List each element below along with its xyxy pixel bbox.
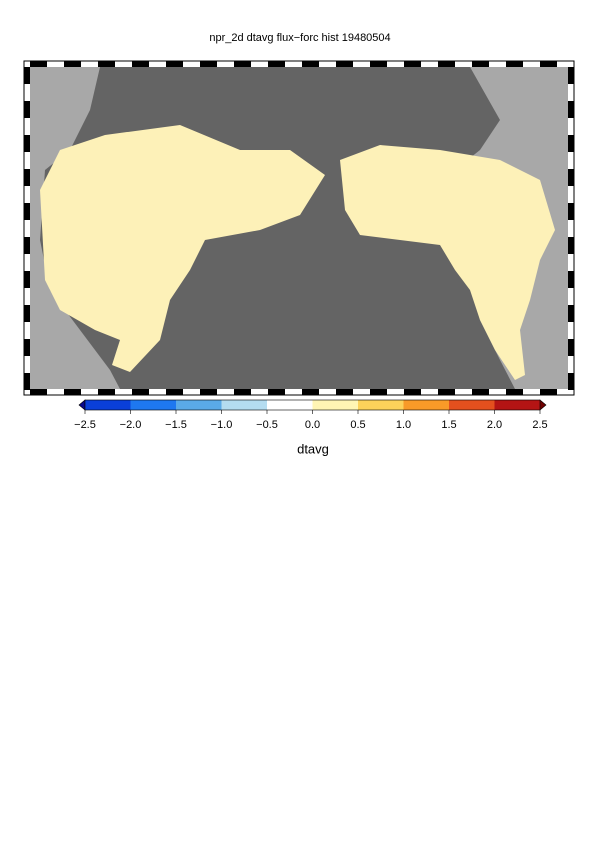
border-check [24,339,30,356]
colorbar-tick-label: 1.5 [441,419,456,431]
border-check [472,61,489,67]
colorbar-swatch [85,400,131,410]
border-check [268,61,285,67]
border-check [568,203,574,220]
border-check [540,389,557,395]
border-check [568,67,574,84]
border-check [200,389,217,395]
border-check [24,373,30,390]
colorbar-tick-label: −1.0 [211,419,233,431]
border-check [24,169,30,186]
border-check [568,135,574,152]
border-check [98,61,115,67]
border-check [568,339,574,356]
border-check [472,389,489,395]
colorbar-tick-label: 0.5 [350,419,365,431]
colorbar-arrow [539,399,547,411]
border-check [568,305,574,322]
colorbar-swatch [358,400,404,410]
colorbar-tick-label: 2.0 [487,419,502,431]
border-check [506,61,523,67]
colorbar-tick-label: −1.5 [165,419,187,431]
border-check [200,61,217,67]
border-check [370,389,387,395]
land-asia [30,67,120,389]
border-check [234,61,251,67]
border-check [404,61,421,67]
colorbar-swatch [130,400,177,410]
border-check [64,389,81,395]
border-check [166,61,183,67]
border-check [24,203,30,220]
border-check [24,67,30,84]
border-check [98,389,115,395]
colorbar-arrow [78,399,86,411]
map-title: npr_2d dtavg flux−forc hist 19480504 [209,32,390,44]
border-check [24,101,30,118]
border-check [370,61,387,67]
colorbar-tick-label: −2.5 [74,419,96,431]
colorbar-swatch [403,400,450,410]
colorbar-swatch [176,400,222,410]
colorbar-tick-label: 0.0 [305,419,320,431]
border-check [568,237,574,254]
border-check [568,101,574,118]
border-check [24,271,30,288]
colorbar-swatch [449,400,495,410]
border-check [438,61,455,67]
colorbar-swatch [221,400,268,410]
border-check [336,389,353,395]
border-check [30,61,47,67]
border-check [568,271,574,288]
border-check [568,169,574,186]
border-check [24,237,30,254]
border-check [132,389,149,395]
colorbar-swatch [267,400,313,410]
border-check [234,389,251,395]
map-border [24,61,574,395]
colorbar-swatch [494,400,541,410]
border-check [336,61,353,67]
map [23,60,575,396]
border-check [268,389,285,395]
colorbar-tick-label: 1.0 [396,419,411,431]
colorbar-tick-label: −2.0 [120,419,142,431]
field-america [340,145,555,380]
border-check [404,389,421,395]
border-check [24,305,30,322]
border-check [24,135,30,152]
colorbar-swatch [312,400,359,410]
border-check [64,61,81,67]
border-check [568,373,574,390]
border-check [302,61,319,67]
colorbar-label: dtavg [297,441,329,456]
border-check [438,389,455,395]
colorbar-tick-label: 2.5 [532,419,547,431]
border-check [302,389,319,395]
field-asia [40,125,325,372]
colorbar-tick-label: −0.5 [256,419,278,431]
border-check [166,389,183,395]
border-check [506,389,523,395]
colorbar: −2.5 −2.0 −1.5 −1.0 −0.5 0.0 0.5 1.0 1.5 2.0 2.5 [74,399,548,431]
border-check [132,61,149,67]
border-check [30,389,47,395]
border-check [540,61,557,67]
